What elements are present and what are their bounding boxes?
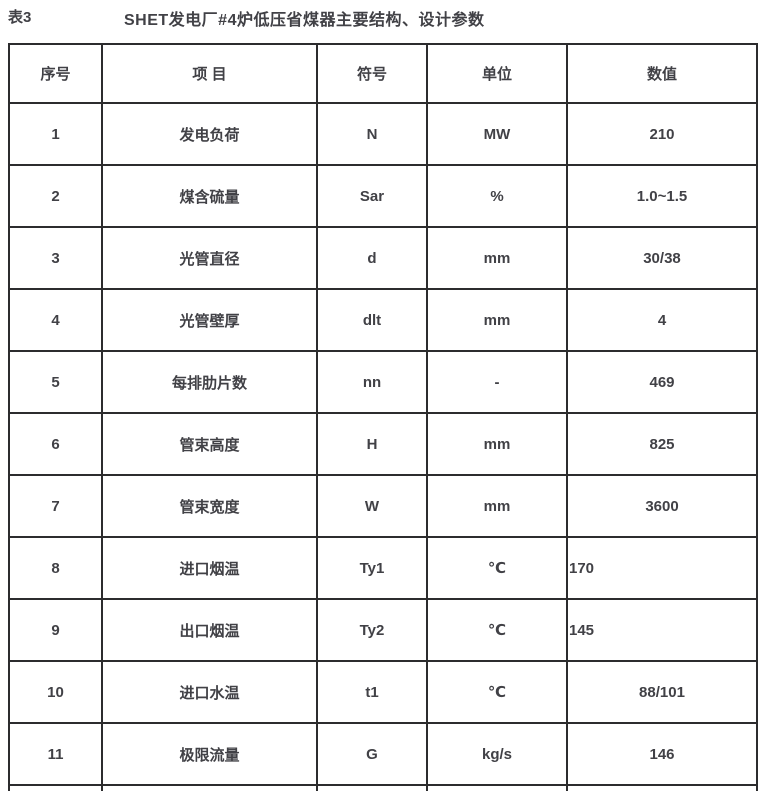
unit-cell xyxy=(426,784,568,791)
value-cell: 145 xyxy=(566,598,758,662)
symbol-cell: Ty1 xyxy=(316,536,428,600)
column-header-item: 项 目 xyxy=(101,43,318,104)
value-cell: 210 xyxy=(566,102,758,166)
table-row: 9 出口烟温 Ty2 ℃ 145 xyxy=(8,598,758,662)
unit-cell: mm xyxy=(426,412,568,476)
item-cell xyxy=(101,784,318,791)
column-header-unit: 单位 xyxy=(426,43,568,104)
unit-cell: ℃ xyxy=(426,536,568,600)
symbol-cell: W xyxy=(316,474,428,538)
unit-cell: % xyxy=(426,164,568,228)
row-number-cell xyxy=(8,784,103,791)
value-cell: 170 xyxy=(566,536,758,600)
row-number-cell: 4 xyxy=(8,288,103,352)
row-number-cell: 10 xyxy=(8,660,103,724)
value-cell: 4 xyxy=(566,288,758,352)
table-body: 1 发电负荷 N MW 210 2 煤含硫量 Sar% 1.0~1.5 3 光管直径 d mm 30/38… xyxy=(8,102,758,791)
item-cell: 管束宽度 xyxy=(101,474,318,538)
symbol-cell xyxy=(316,784,428,791)
column-header-no: 序号 xyxy=(8,43,103,104)
table-header: 序号 项 目 符号 单位 数值 xyxy=(8,43,758,104)
item-cell: 煤含硫量 xyxy=(101,164,318,228)
symbol-cell: dlt xyxy=(316,288,428,352)
value-cell: 825 xyxy=(566,412,758,476)
row-number-cell: 1 xyxy=(8,102,103,166)
row-number-cell: 5 xyxy=(8,350,103,414)
table-row: 8 进口烟温 Ty1 ℃ 170 xyxy=(8,536,758,600)
symbol-cell: N xyxy=(316,102,428,166)
table-number-label: 表3 xyxy=(8,9,32,26)
value-cell: 3600 xyxy=(566,474,758,538)
value-cell: 1.0~1.5 xyxy=(566,164,758,228)
item-cell: 出口烟温 xyxy=(101,598,318,662)
symbol-cell: Ty2 xyxy=(316,598,428,662)
unit-cell: mm xyxy=(426,288,568,352)
page-title: SHET发电厂#4炉低压省煤器主要结构、设计参数 xyxy=(124,12,485,29)
column-header-value: 数值 xyxy=(566,43,758,104)
value-cell: 30/38 xyxy=(566,226,758,290)
item-cell: 发电负荷 xyxy=(101,102,318,166)
unit-cell: ℃ xyxy=(426,660,568,724)
item-cell: 进口水温 xyxy=(101,660,318,724)
row-number-cell: 8 xyxy=(8,536,103,600)
value-cell: 88/101 xyxy=(566,660,758,724)
symbol-cell: t1 xyxy=(316,660,428,724)
table-row: 10 进口水温 t1 ℃ 88/101 xyxy=(8,660,758,724)
symbol-cell: d xyxy=(316,226,428,290)
value-cell xyxy=(566,784,758,791)
unit-cell: MW xyxy=(426,102,568,166)
item-cell: 管束高度 xyxy=(101,412,318,476)
item-cell: 极限流量 xyxy=(101,722,318,786)
item-cell: 光管壁厚 xyxy=(101,288,318,352)
unit-cell: mm xyxy=(426,226,568,290)
value-cell: 469 xyxy=(566,350,758,414)
row-number-cell: 11 xyxy=(8,722,103,786)
item-cell: 每排肋片数 xyxy=(101,350,318,414)
table-row: 5 每排肋片数 nn -469 xyxy=(8,350,758,414)
unit-cell: - xyxy=(426,350,568,414)
row-number-cell: 2 xyxy=(8,164,103,228)
table-row xyxy=(8,784,758,791)
row-number-cell: 7 xyxy=(8,474,103,538)
row-number-cell: 9 xyxy=(8,598,103,662)
table-row: 3 光管直径 d mm 30/38 xyxy=(8,226,758,290)
title-bar: 表3 SHET发电厂#4炉低压省煤器主要结构、设计参数 xyxy=(0,0,765,43)
symbol-cell: Sar xyxy=(316,164,428,228)
table-header-row: 序号 项 目 符号 单位 数值 xyxy=(8,43,758,104)
parameters-table: 序号 项 目 符号 单位 数值 1 发电负荷 N MW 210 2 煤含硫量 Sar% 1.0~… xyxy=(8,43,758,791)
symbol-cell: nn xyxy=(316,350,428,414)
item-cell: 光管直径 xyxy=(101,226,318,290)
symbol-cell: H xyxy=(316,412,428,476)
unit-cell: kg/s xyxy=(426,722,568,786)
row-number-cell: 6 xyxy=(8,412,103,476)
unit-cell: ℃ xyxy=(426,598,568,662)
row-number-cell: 3 xyxy=(8,226,103,290)
item-cell: 进口烟温 xyxy=(101,536,318,600)
table-row: 2 煤含硫量 Sar% 1.0~1.5 xyxy=(8,164,758,228)
table-row: 1 发电负荷 N MW 210 xyxy=(8,102,758,166)
symbol-cell: G xyxy=(316,722,428,786)
value-cell: 146 xyxy=(566,722,758,786)
table-row: 4 光管壁厚 dlt mm 4 xyxy=(8,288,758,352)
unit-cell: mm xyxy=(426,474,568,538)
column-header-symbol: 符号 xyxy=(316,43,428,104)
